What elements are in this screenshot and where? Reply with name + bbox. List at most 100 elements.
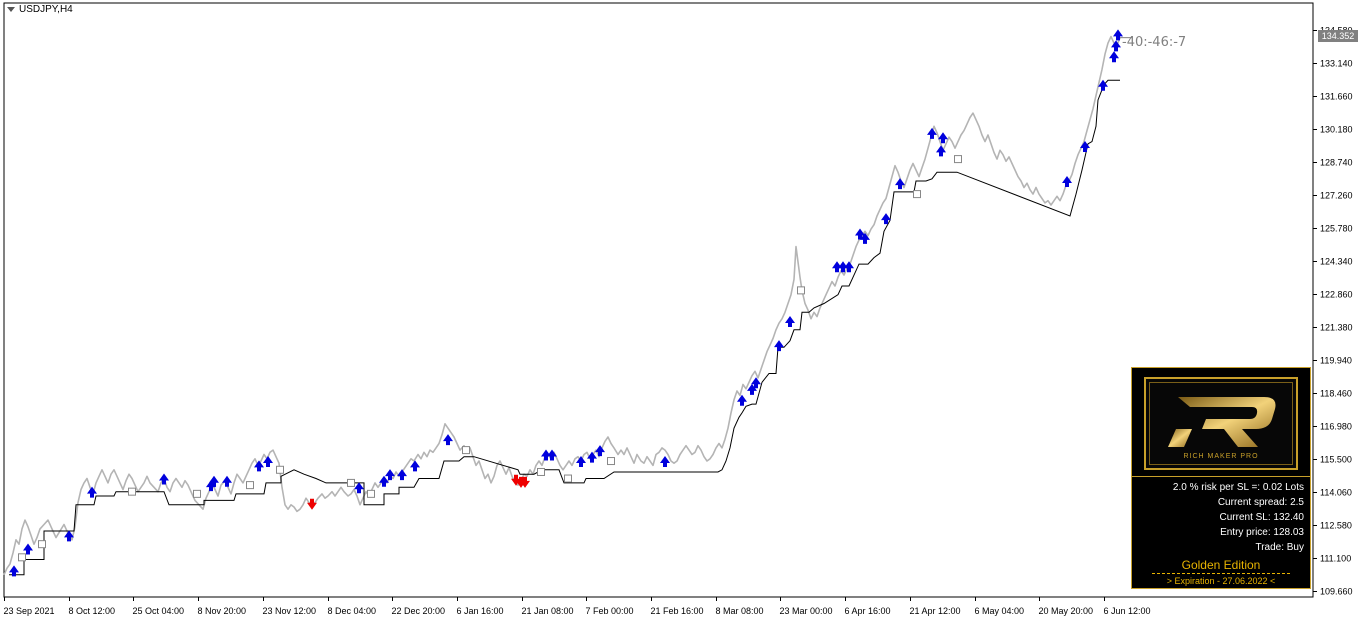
signal-marker-box [18, 553, 26, 562]
buy-arrow-icon [587, 451, 597, 463]
buy-arrow-icon [838, 261, 848, 273]
buy-arrow-icon [881, 213, 891, 225]
buy-arrow-icon [23, 543, 33, 555]
buy-arrow-icon [927, 127, 937, 139]
buy-arrow-icon [660, 456, 670, 468]
buy-arrow-icon [547, 449, 557, 461]
y-tick-label: 111.100 [1320, 554, 1351, 564]
buy-arrow-icon [938, 132, 948, 144]
symbol-label[interactable]: USDJPY,H4 [7, 4, 73, 15]
buy-arrow-icon [1113, 29, 1123, 41]
x-tick-label: 22 Dec 20:00 [392, 606, 446, 616]
buy-arrow-icon [410, 460, 420, 472]
buy-arrow-icon [263, 456, 273, 468]
buy-arrow-icon [385, 469, 395, 481]
y-tick-label: 122.860 [1320, 290, 1353, 300]
y-tick-label: 114.060 [1320, 488, 1352, 498]
entry-price-text: Entry price: 128.03 [1220, 527, 1304, 538]
buy-arrow-icon [860, 232, 870, 244]
signal-marker-box [537, 467, 545, 476]
buy-arrow-icon [354, 482, 364, 494]
x-tick-label: 8 Nov 20:00 [198, 606, 247, 616]
sell-arrow-icon [511, 474, 521, 486]
buy-arrow-icon [222, 475, 232, 487]
buy-arrow-icon [595, 445, 605, 457]
y-tick-label: 115.500 [1320, 455, 1352, 465]
buy-arrow-icon [397, 469, 407, 481]
symbol-text: USDJPY,H4 [19, 4, 73, 15]
buy-arrow-icon [1098, 79, 1108, 91]
buy-arrow-icon [576, 456, 586, 468]
y-tick-label: 127.260 [1320, 191, 1353, 201]
buy-arrow-icon [541, 449, 551, 461]
x-tick-label: 7 Feb 00:00 [586, 606, 634, 616]
signal-marker-box [797, 286, 805, 295]
buy-arrow-icon [774, 340, 784, 352]
trade-text: Trade: Buy [1255, 542, 1304, 553]
y-tick-label: 112.580 [1320, 521, 1352, 531]
spread-text: Current spread: 2.5 [1217, 497, 1304, 508]
x-tick-label: 23 Sep 2021 [4, 606, 55, 616]
buy-arrow-icon [1062, 175, 1072, 187]
buy-arrow-icon [936, 145, 946, 157]
logo-frame [1149, 382, 1293, 465]
buy-arrow-icon [1080, 140, 1090, 152]
sell-arrow-icon [307, 498, 317, 510]
plot-frame [3, 2, 1314, 598]
logo-text: RICH MAKER PRO [1183, 453, 1259, 460]
stoploss-text: Current SL: 132.40 [1219, 512, 1305, 523]
r-logo-icon [1168, 397, 1276, 447]
buy-arrow-icon [64, 530, 74, 542]
risk-text: 2.0 % risk per SL =: 0.02 Lots [1172, 482, 1304, 493]
x-tick-label: 21 Feb 16:00 [651, 606, 704, 616]
signal-marker-box [462, 446, 470, 455]
buy-arrow-icon [87, 486, 97, 498]
rich-maker-panel: RICH MAKER PRO 2.0 % risk per SL =: 0.02… [1131, 367, 1311, 589]
x-tick-label: 6 Jun 12:00 [1104, 606, 1151, 616]
signal-marker-box [128, 487, 136, 496]
buy-arrow-icon [832, 261, 842, 273]
buy-arrow-icon [206, 480, 216, 492]
price-series-line [3, 35, 1121, 576]
buy-arrow-icon [751, 377, 761, 389]
candle-countdown: -40:-46:-7 [1122, 35, 1187, 50]
buy-arrow-icon [9, 565, 19, 577]
y-tick-label: 125.780 [1320, 224, 1353, 234]
signal-marker-box [347, 478, 355, 487]
y-tick-label: 109.660 [1320, 587, 1353, 597]
signal-marker-box [276, 465, 284, 474]
buy-arrow-icon [443, 434, 453, 446]
signal-marker-box [193, 489, 201, 498]
signal-marker-box [913, 190, 921, 199]
x-tick-label: 6 Jan 16:00 [457, 606, 504, 616]
buy-arrow-icon [747, 383, 757, 395]
dropdown-triangle-icon[interactable] [7, 7, 15, 12]
signal-marker-box [607, 457, 615, 466]
x-tick-label: 23 Mar 00:00 [780, 606, 833, 616]
x-tick-label: 21 Apr 12:00 [910, 606, 961, 616]
buy-arrow-icon [159, 473, 169, 485]
x-tick-label: 8 Dec 04:00 [328, 606, 377, 616]
y-tick-label: 128.740 [1320, 158, 1353, 168]
x-tick-label: 8 Mar 08:00 [716, 606, 764, 616]
buy-arrow-icon [1109, 51, 1119, 63]
edition-divider [1152, 573, 1290, 574]
expiration-label: > Expiration - 27.06.2022 < [1166, 576, 1276, 586]
y-tick-label: 116.980 [1320, 422, 1352, 432]
buy-arrow-icon [254, 460, 264, 472]
buy-arrow-icon [785, 316, 795, 328]
y-tick-label: 118.460 [1320, 389, 1352, 399]
y-tick-label: 119.940 [1320, 356, 1352, 366]
buy-arrow-icon [379, 475, 389, 487]
buy-arrow-icon [737, 394, 747, 406]
sell-arrow-icon [516, 476, 526, 488]
signal-marker-box [367, 489, 375, 498]
x-tick-label: 21 Jan 08:00 [522, 606, 574, 616]
buy-arrow-icon [895, 178, 905, 190]
buy-arrow-icon [209, 475, 219, 487]
buy-arrow-icon [855, 228, 865, 240]
signal-marker-box [954, 155, 962, 164]
y-tick-label: 121.380 [1320, 323, 1353, 333]
y-tick-label: 124.340 [1320, 257, 1353, 267]
